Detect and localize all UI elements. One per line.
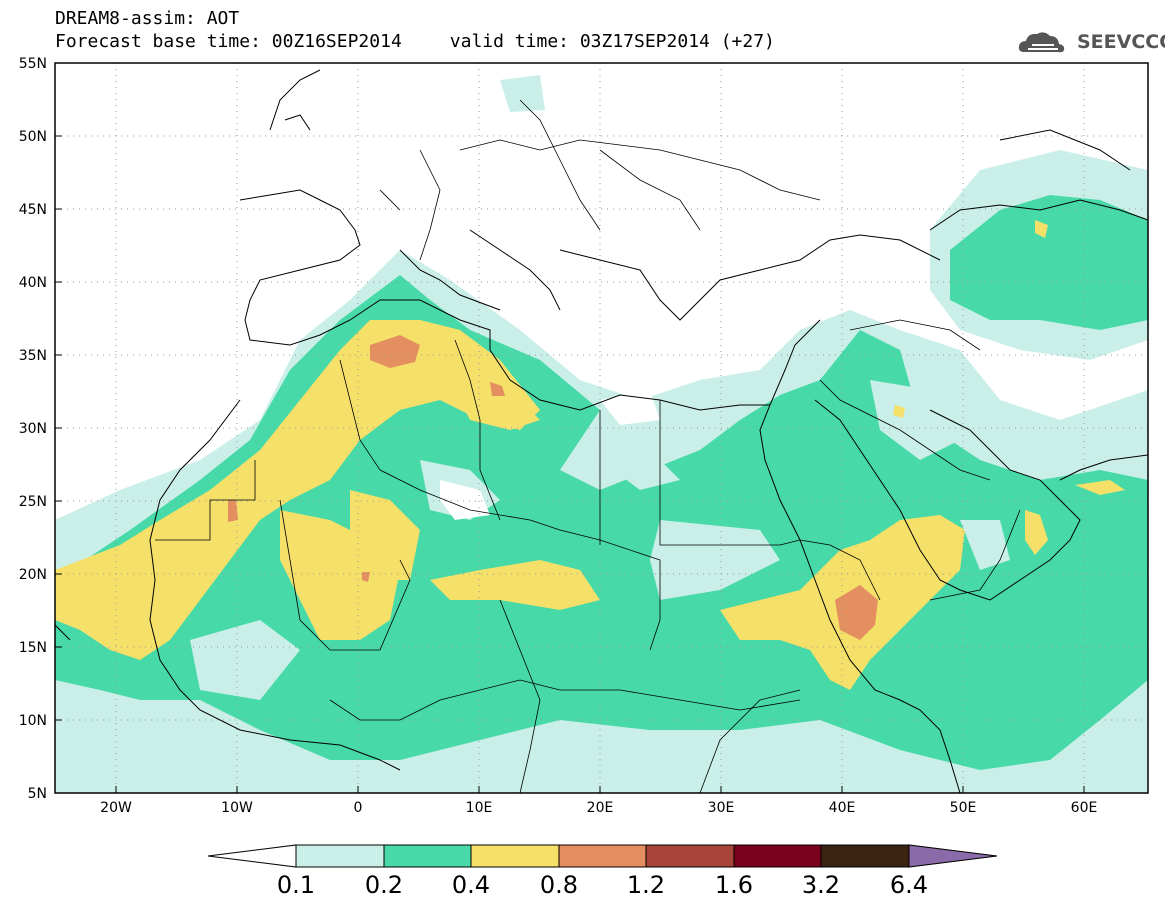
lon-label: 0 — [354, 800, 363, 816]
lat-label: 35N — [19, 348, 47, 364]
colorbar-label: 0.8 — [540, 871, 578, 899]
lon-label: 30E — [708, 800, 735, 816]
lon-label: 60E — [1071, 800, 1098, 816]
lon-label: 10W — [221, 800, 253, 816]
lat-label: 25N — [19, 494, 47, 510]
forecast-times: Forecast base time: 00Z16SEP2014 valid ti… — [55, 33, 775, 51]
lat-label: 5N — [28, 786, 47, 802]
lat-label: 20N — [19, 567, 47, 583]
colorbar-label: 0.2 — [365, 871, 403, 899]
lon-label: 50E — [950, 800, 977, 816]
lon-label: 20W — [100, 800, 132, 816]
axis-ticks — [55, 62, 1085, 793]
colorbar-label: 0.1 — [277, 871, 315, 899]
colorbar-label: 3.2 — [802, 871, 840, 899]
aot-field — [55, 63, 1148, 793]
borders — [155, 99, 1021, 793]
colorbar-label: 6.4 — [890, 871, 928, 899]
aot-level-0.8 — [228, 335, 878, 640]
lon-label: 20E — [587, 800, 614, 816]
colorbar-swatch — [295, 844, 385, 868]
map-title: DREAM8-assim: AOT — [55, 8, 240, 29]
lon-label: 40E — [829, 800, 856, 816]
colorbar-swatch — [558, 844, 647, 868]
colorbar-low-arrow — [207, 844, 297, 868]
coastlines — [55, 69, 1148, 793]
colorbar-swatch — [820, 844, 910, 868]
base-time: Forecast base time: 00Z16SEP2014 — [55, 31, 402, 52]
lat-label: 55N — [19, 56, 47, 72]
colorbar — [207, 844, 998, 868]
lat-label: 30N — [19, 421, 47, 437]
lon-labels: 20W 10W 0 10E 20E 30E 40E 50E 60E — [100, 800, 1097, 816]
lat-labels: 55N 50N 45N 40N 35N 30N 25N 20N 15N 10N … — [19, 56, 47, 802]
colorbar-label: 1.2 — [627, 871, 665, 899]
colorbar-swatch — [383, 844, 472, 868]
colorbar-label: 1.6 — [715, 871, 753, 899]
lat-label: 40N — [19, 275, 47, 291]
aot-clear-sky — [440, 390, 660, 520]
colorbar-high-arrow — [908, 844, 998, 868]
cloud-logo-icon — [1018, 32, 1065, 53]
colorbar-swatch — [645, 844, 735, 868]
logo-text: SEEVCCC — [1077, 31, 1165, 53]
valid-time: valid time: 03Z17SEP2014 (+27) — [449, 31, 775, 52]
lat-label: 45N — [19, 202, 47, 218]
lat-label: 15N — [19, 640, 47, 656]
colorbar-swatch — [733, 844, 822, 868]
colorbar-labels: 0.1 0.2 0.4 0.8 1.2 1.6 3.2 6.4 — [277, 871, 928, 899]
colorbar-swatch — [470, 844, 560, 868]
graticule — [55, 63, 1148, 793]
lat-label: 50N — [19, 129, 47, 145]
lon-label: 10E — [466, 800, 493, 816]
colorbar-label: 0.4 — [452, 871, 490, 899]
lat-label: 10N — [19, 713, 47, 729]
